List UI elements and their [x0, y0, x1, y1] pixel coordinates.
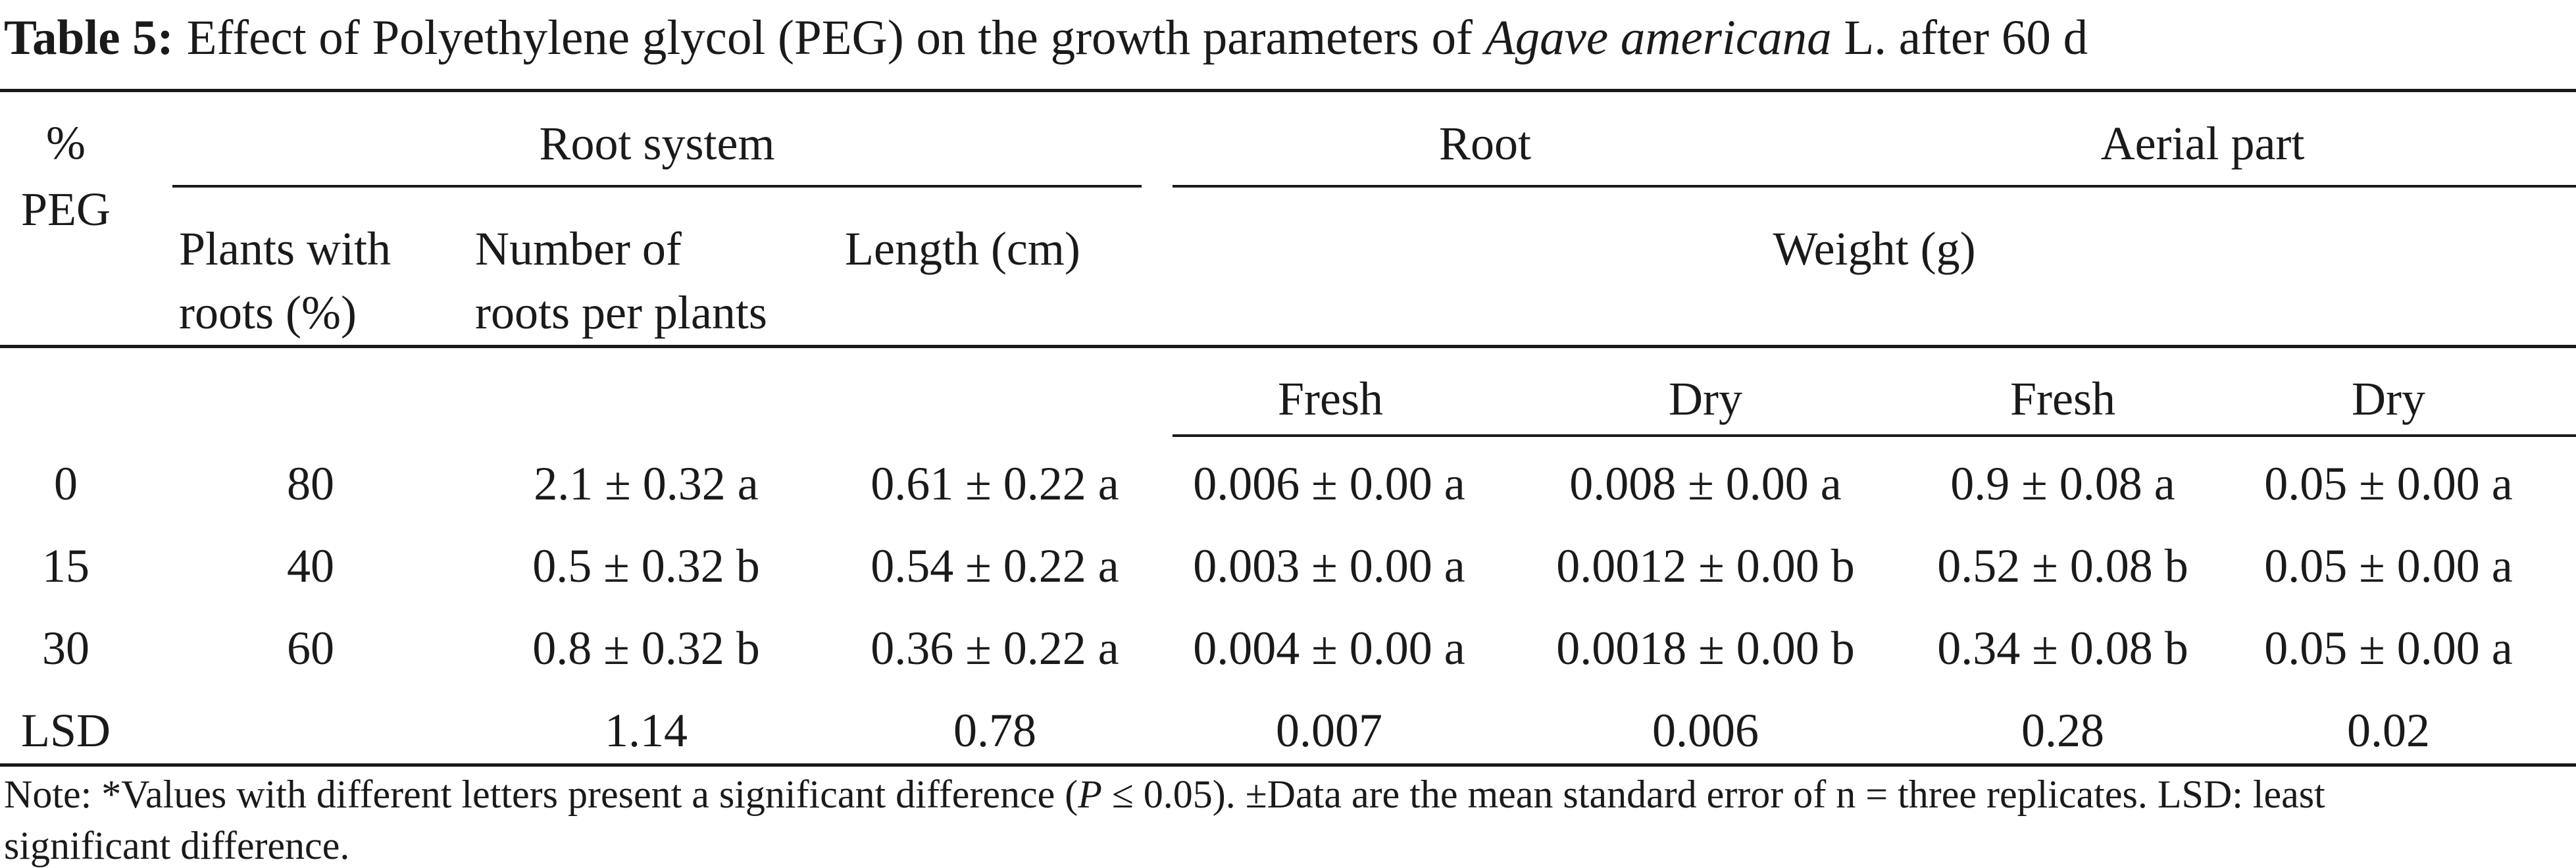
cell-root-fresh: 0.006 ± 0.00 a — [1193, 457, 1465, 510]
cell-number-of-roots: 0.5 ± 0.32 b — [532, 540, 760, 592]
cell-length: 0.36 ± 0.22 a — [871, 622, 1119, 675]
cell-aerial-dry: 0.05 ± 0.00 a — [2264, 457, 2513, 510]
top-rule — [0, 89, 2576, 92]
caption-text-before: Effect of Polyethylene glycol (PEG) on t… — [186, 11, 1485, 65]
cell-length: 0.61 ± 0.22 a — [871, 457, 1119, 510]
header-length: Length (cm) — [845, 222, 1080, 275]
note-p-symbol: P — [1078, 773, 1102, 816]
table-note: Note: *Values with different letters pre… — [4, 769, 2576, 868]
header-rule — [0, 345, 2576, 348]
header-root: Root — [1438, 117, 1532, 170]
header-weight: Weight (g) — [1773, 222, 1976, 275]
note-line-2: significant difference. — [4, 824, 350, 867]
header-root-system: Root system — [539, 117, 775, 170]
header-root-fresh: Fresh — [1278, 372, 1383, 425]
cell-aerial-fresh: 0.28 — [2021, 704, 2104, 757]
cell-aerial-fresh: 0.34 ± 0.08 b — [1937, 622, 2188, 675]
cell-aerial-dry: 0.05 ± 0.00 a — [2264, 540, 2513, 592]
header-root-dry: Dry — [1669, 372, 1742, 425]
cell-number-of-roots: 0.8 ± 0.32 b — [532, 622, 760, 675]
cell-plants-with-roots: 80 — [287, 457, 334, 510]
cell-length: 0.54 ± 0.22 a — [871, 540, 1119, 592]
cell-number-of-roots: 1.14 — [605, 704, 688, 757]
cell-aerial-dry: 0.05 ± 0.00 a — [2264, 622, 2513, 675]
cell-aerial-fresh: 0.52 ± 0.08 b — [1937, 540, 2188, 592]
cell-peg: 30 — [42, 622, 89, 675]
cell-root-dry: 0.006 — [1652, 704, 1759, 757]
fresh-dry-rule — [1173, 434, 2576, 437]
table-caption: Table 5: Effect of Polyethylene glycol (P… — [4, 0, 2576, 79]
header-number-of-roots-line1: Number of — [475, 222, 682, 275]
cell-plants-with-roots: 40 — [287, 540, 334, 592]
caption-text-after: L. after 60 d — [1831, 11, 2088, 65]
bottom-rule — [0, 763, 2576, 767]
cell-aerial-fresh: 0.9 ± 0.08 a — [1950, 457, 2175, 510]
cell-root-dry: 0.0018 ± 0.00 b — [1556, 622, 1855, 675]
header-aerial-part: Aerial part — [2100, 117, 2305, 170]
root-aerial-rule — [1173, 185, 2576, 188]
cell-aerial-dry: 0.02 — [2347, 704, 2430, 757]
header-aerial-dry: Dry — [2352, 372, 2425, 425]
header-peg-line2: PEG — [20, 183, 111, 236]
cell-peg: LSD — [20, 704, 111, 757]
cell-peg: 0 — [54, 457, 78, 510]
note-text-after: ≤ 0.05). ±Data are the mean standard err… — [1101, 773, 2325, 816]
header-aerial-fresh: Fresh — [2010, 372, 2115, 425]
cell-root-dry: 0.0012 ± 0.00 b — [1556, 540, 1855, 592]
header-plants-with-roots-line2: roots (%) — [179, 286, 357, 339]
cell-root-fresh: 0.007 — [1276, 704, 1382, 757]
cell-peg: 15 — [42, 540, 89, 592]
cell-root-fresh: 0.004 ± 0.00 a — [1193, 622, 1465, 675]
note-text-before: Note: *Values with different letters pre… — [4, 773, 1078, 816]
caption-species: Agave americana — [1484, 11, 1832, 65]
header-peg-line1: % — [46, 116, 86, 169]
header-number-of-roots-line2: roots per plants — [475, 286, 767, 339]
cell-plants-with-roots: 60 — [287, 622, 334, 675]
table-label: Table 5: — [4, 11, 174, 65]
cell-length: 0.78 — [953, 704, 1036, 757]
cell-root-dry: 0.008 ± 0.00 a — [1569, 457, 1842, 510]
cell-number-of-roots: 2.1 ± 0.32 a — [534, 457, 759, 510]
root-system-rule — [172, 185, 1142, 188]
cell-root-fresh: 0.003 ± 0.00 a — [1193, 540, 1465, 592]
header-plants-with-roots-line1: Plants with — [179, 222, 391, 275]
note-line-1: Note: *Values with different letters pre… — [4, 769, 2576, 820]
